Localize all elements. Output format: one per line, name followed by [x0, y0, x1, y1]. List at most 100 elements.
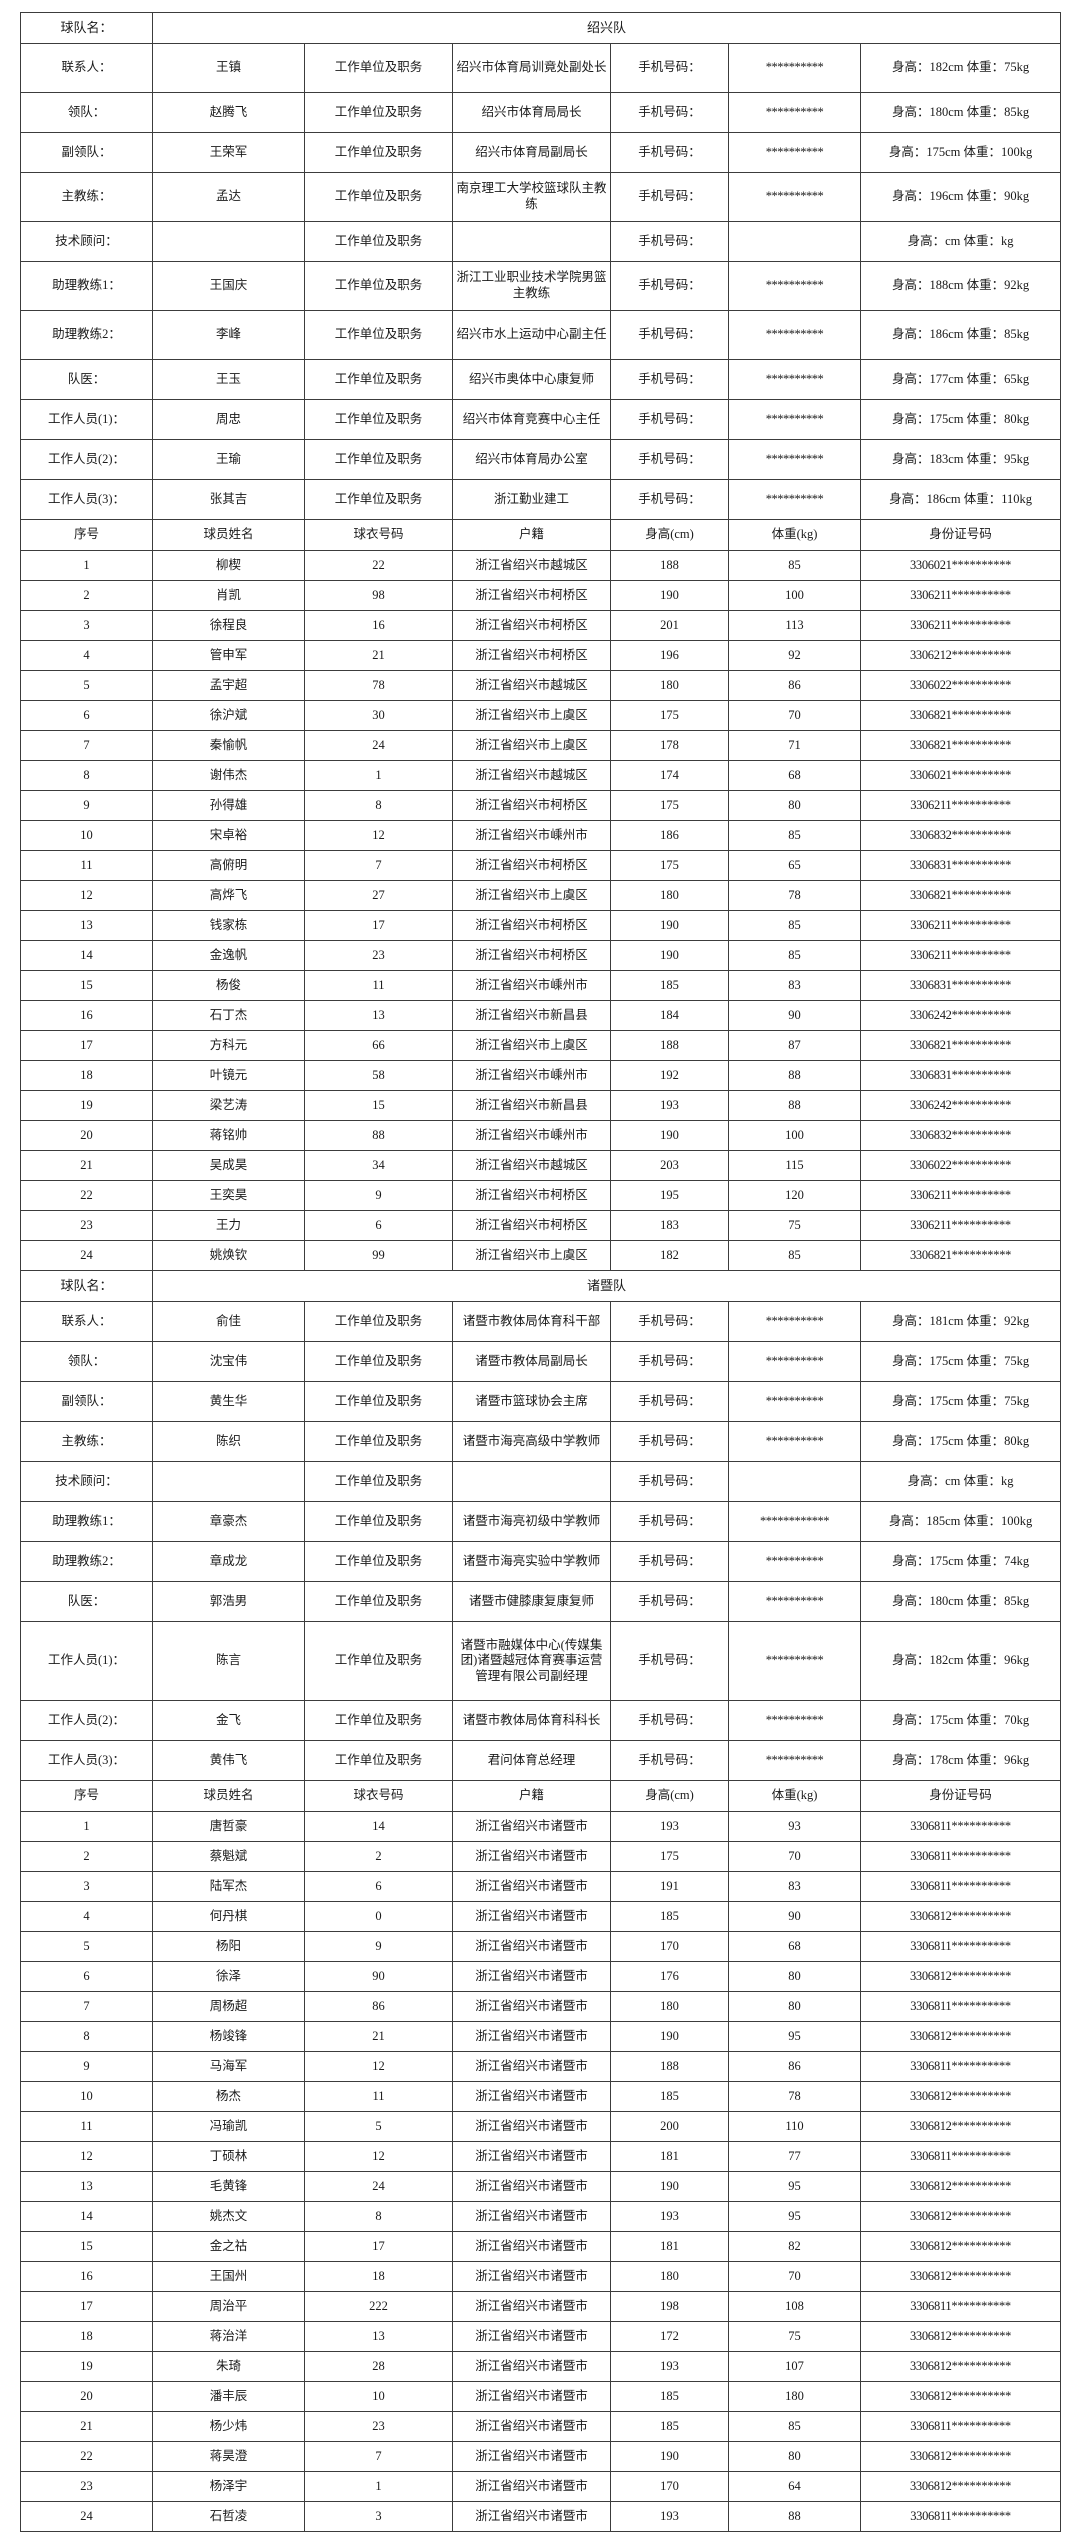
player-height: 195: [610, 1180, 729, 1211]
staff-unit-value: 君问体育总经理: [452, 1740, 611, 1781]
team-name-value: 诸暨队: [151, 1270, 1062, 1302]
player-name: 潘丰辰: [152, 2381, 305, 2412]
player-weight: 180: [728, 2381, 861, 2412]
player-jersey: 9: [304, 1931, 453, 1962]
player-hukou: 浙江省绍兴市越城区: [452, 760, 611, 791]
col-header-name: 球员姓名: [152, 1780, 305, 1812]
staff-metric-value: 身高：180cm 体重：85kg: [859, 1581, 1062, 1622]
phone-label: 手机号码：: [610, 1421, 729, 1462]
player-hukou: 浙江省绍兴市诸暨市: [452, 2021, 611, 2052]
player-row: 16 石丁杰 13 浙江省绍兴市新昌县 184 90 3306242**********: [20, 1000, 1062, 1031]
unit-role-label: 工作单位及职务: [304, 439, 453, 480]
player-jersey: 99: [304, 1240, 453, 1271]
player-hukou: 浙江省绍兴市柯桥区: [452, 850, 611, 881]
player-height: 170: [610, 2471, 729, 2502]
player-name: 蒋治洋: [152, 2321, 305, 2352]
player-idcard: 3306211**********: [859, 1180, 1062, 1211]
player-name: 王奕昊: [152, 1180, 305, 1211]
player-hukou: 浙江省绍兴市诸暨市: [452, 2291, 611, 2322]
player-hukou: 浙江省绍兴市柯桥区: [452, 940, 611, 971]
player-idcard: 3306812**********: [859, 2081, 1062, 2112]
player-jersey: 28: [304, 2351, 453, 2382]
staff-name-value: [152, 1461, 305, 1502]
player-jersey: 1: [304, 2471, 453, 2502]
unit-role-label: 工作单位及职务: [304, 479, 453, 520]
player-index: 6: [20, 700, 153, 731]
staff-role-label: 工作人员(2)：: [20, 1700, 153, 1741]
staff-unit-value: 绍兴市体育局局长: [452, 92, 611, 133]
staff-unit-value: 诸暨市健膝康复康复师: [452, 1581, 611, 1622]
player-jersey: 23: [304, 2411, 453, 2442]
player-hukou: 浙江省绍兴市嵊州市: [452, 1120, 611, 1151]
player-height: 174: [610, 760, 729, 791]
player-jersey: 23: [304, 940, 453, 971]
player-name: 高俯明: [152, 850, 305, 881]
player-idcard: 3306832**********: [859, 820, 1062, 851]
staff-row: 主教练： 孟达 工作单位及职务 南京理工大学校篮球队主教练 手机号码： *********…: [20, 172, 1062, 222]
staff-role-label: 技术顾问：: [20, 1461, 153, 1502]
player-name: 石哲凌: [152, 2501, 305, 2532]
player-jersey: 34: [304, 1150, 453, 1181]
player-weight: 95: [728, 2171, 861, 2202]
player-index: 11: [20, 850, 153, 881]
unit-role-label: 工作单位及职务: [304, 1461, 453, 1502]
staff-unit-value: [452, 221, 611, 262]
staff-name-value: 李峰: [152, 310, 305, 360]
player-jersey: 22: [304, 550, 453, 581]
player-height: 175: [610, 790, 729, 821]
unit-role-label: 工作单位及职务: [304, 1740, 453, 1781]
player-name: 杨泽宇: [152, 2471, 305, 2502]
player-jersey: 0: [304, 1901, 453, 1932]
player-idcard: 3306812**********: [859, 2381, 1062, 2412]
player-height: 198: [610, 2291, 729, 2322]
staff-name-value: 王荣军: [152, 132, 305, 173]
player-weight: 110: [728, 2111, 861, 2142]
player-index: 9: [20, 2051, 153, 2082]
player-height: 172: [610, 2321, 729, 2352]
col-header-hukou: 户籍: [452, 519, 611, 551]
phone-label: 手机号码：: [610, 92, 729, 133]
player-weight: 113: [728, 610, 861, 641]
phone-label: 手机号码：: [610, 1700, 729, 1741]
phone-masked-value: **********: [728, 43, 861, 93]
player-name: 金逸帆: [152, 940, 305, 971]
player-row: 18 蒋治洋 13 浙江省绍兴市诸暨市 172 75 3306812**********: [20, 2321, 1062, 2352]
player-jersey: 7: [304, 850, 453, 881]
player-hukou: 浙江省绍兴市柯桥区: [452, 640, 611, 671]
player-name: 徐沪斌: [152, 700, 305, 731]
player-index: 4: [20, 1901, 153, 1932]
team-name-label: 球队名：: [20, 1270, 153, 1302]
player-idcard: 3306812**********: [859, 2261, 1062, 2292]
col-header-name: 球员姓名: [152, 519, 305, 551]
unit-role-label: 工作单位及职务: [304, 221, 453, 262]
player-idcard: 3306211**********: [859, 940, 1062, 971]
player-index: 10: [20, 2081, 153, 2112]
player-hukou: 浙江省绍兴市越城区: [452, 670, 611, 701]
player-weight: 95: [728, 2021, 861, 2052]
player-name: 金之祜: [152, 2231, 305, 2262]
player-name: 梁艺涛: [152, 1090, 305, 1121]
player-row: 12 丁硕林 12 浙江省绍兴市诸暨市 181 77 3306811**********: [20, 2141, 1062, 2172]
staff-row: 工作人员(3)： 黄伟飞 工作单位及职务 君问体育总经理 手机号码： **********…: [20, 1740, 1062, 1781]
player-height: 180: [610, 1991, 729, 2022]
player-height: 192: [610, 1060, 729, 1091]
player-index: 13: [20, 2171, 153, 2202]
staff-name-value: 孟达: [152, 172, 305, 222]
player-idcard: 3306811**********: [859, 1991, 1062, 2022]
player-row: 21 杨少炜 23 浙江省绍兴市诸暨市 185 85 3306811**********: [20, 2411, 1062, 2442]
player-row: 9 马海军 12 浙江省绍兴市诸暨市 188 86 3306811**********: [20, 2051, 1062, 2082]
player-height: 170: [610, 1931, 729, 1962]
player-weight: 87: [728, 1030, 861, 1061]
player-weight: 78: [728, 2081, 861, 2112]
player-index: 22: [20, 1180, 153, 1211]
staff-role-label: 助理教练2：: [20, 1541, 153, 1582]
player-jersey: 17: [304, 910, 453, 941]
player-row: 13 毛黄锋 24 浙江省绍兴市诸暨市 190 95 3306812**********: [20, 2171, 1062, 2202]
unit-role-label: 工作单位及职务: [304, 132, 453, 173]
phone-label: 手机号码：: [610, 261, 729, 311]
player-index: 16: [20, 1000, 153, 1031]
player-index: 24: [20, 2501, 153, 2532]
player-hukou: 浙江省绍兴市嵊州市: [452, 820, 611, 851]
player-height: 180: [610, 880, 729, 911]
player-height: 178: [610, 730, 729, 761]
